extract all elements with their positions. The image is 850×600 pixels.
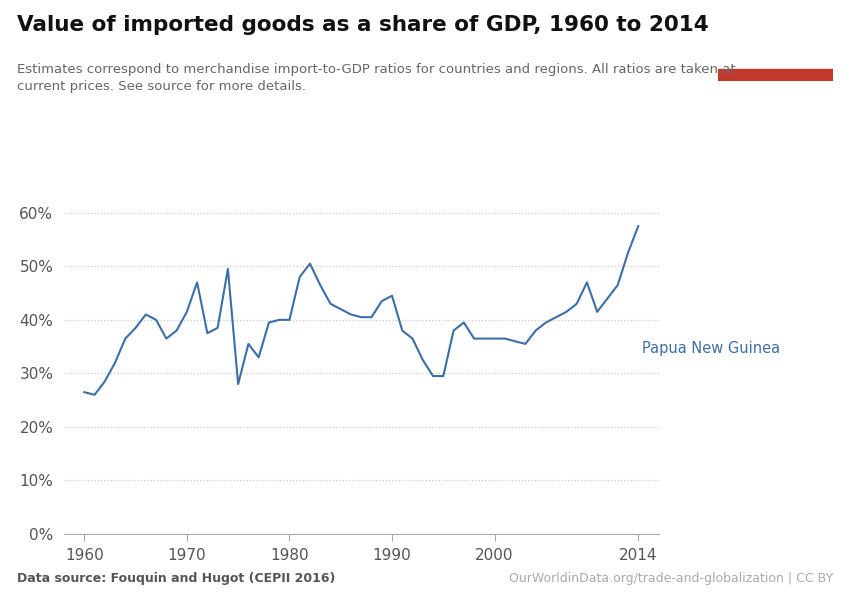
Text: OurWorldinData.org/trade-and-globalization | CC BY: OurWorldinData.org/trade-and-globalizati…	[509, 572, 833, 585]
Text: Our World: Our World	[746, 26, 805, 37]
Text: Data source: Fouquin and Hugot (CEPII 2016): Data source: Fouquin and Hugot (CEPII 20…	[17, 572, 336, 585]
Text: Value of imported goods as a share of GDP, 1960 to 2014: Value of imported goods as a share of GD…	[17, 15, 709, 35]
Text: in Data: in Data	[755, 46, 796, 56]
Text: Estimates correspond to merchandise import-to-GDP ratios for countries and regio: Estimates correspond to merchandise impo…	[17, 63, 735, 93]
Bar	[718, 68, 833, 81]
Text: Papua New Guinea: Papua New Guinea	[643, 341, 780, 356]
